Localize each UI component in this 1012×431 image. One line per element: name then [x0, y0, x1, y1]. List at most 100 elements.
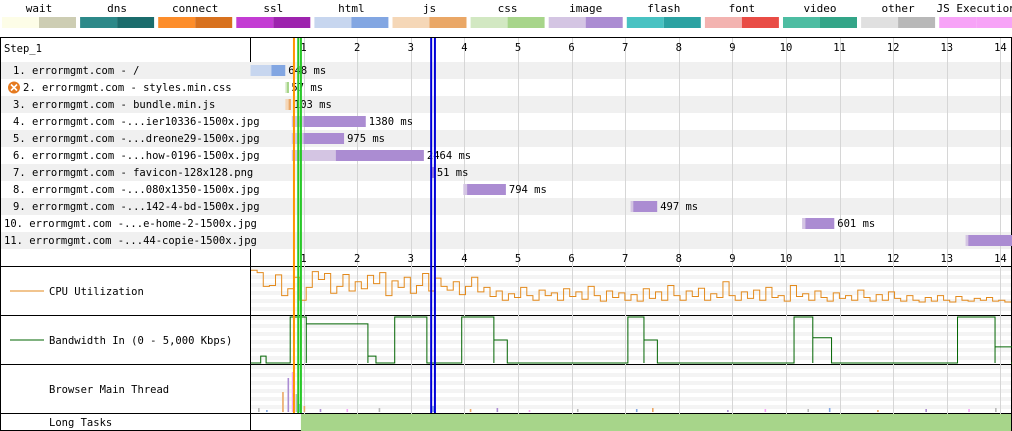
main-thread-label: Browser Main Thread [49, 384, 169, 396]
panel-stripe [251, 307, 1011, 311]
legend-label: image [569, 2, 602, 15]
time-tick-label: 4 [461, 42, 467, 54]
request-duration: 497 ms [660, 201, 698, 213]
request-bar-ttfb [285, 82, 287, 93]
request-row-bg [1, 130, 1011, 147]
panel-stripe [251, 275, 1011, 279]
time-tick-label: 12 [887, 253, 900, 265]
main-thread-spike [807, 409, 810, 412]
legend-label: flash [647, 2, 680, 15]
legend-swatch-light [80, 17, 118, 28]
panel-stripe [251, 291, 1011, 295]
request-bar-download [968, 235, 1012, 246]
main-thread-spike [266, 410, 268, 412]
legend-swatch-dark [273, 17, 311, 28]
time-tick-label: 13 [940, 253, 953, 265]
panel-stripe [251, 397, 1011, 401]
request-duration: 794 ms [509, 184, 547, 196]
main-thread-spike [652, 408, 654, 412]
request-bar-download [335, 150, 424, 161]
request-bar-ttfb [291, 150, 336, 161]
request-bar-download [271, 65, 286, 76]
time-tick-label: 7 [622, 253, 628, 265]
time-tick-label: 10 [780, 253, 793, 265]
main-thread-spike [968, 409, 970, 412]
request-label[interactable]: 2. errormgmt.com - styles.min.css [23, 82, 232, 94]
request-label[interactable]: 11. errormgmt.com -...44-copie-1500x.jpg [4, 235, 257, 247]
time-tick-label: 8 [676, 253, 682, 265]
time-tick-label: 5 [515, 253, 521, 265]
panel-stripe [251, 299, 1011, 303]
long-tasks-label: Long Tasks [49, 417, 112, 429]
request-row-bg [1, 198, 1011, 215]
request-bar-download [286, 82, 289, 93]
request-label[interactable]: 8. errormgmt.com -...080x1350-1500x.jpg [13, 184, 260, 196]
time-tick-label: 1 [300, 253, 306, 265]
request-label[interactable]: 7. errormgmt.com - favicon-128x128.png [13, 167, 253, 179]
long-tasks-graph [300, 414, 1011, 431]
request-duration: 1380 ms [369, 116, 413, 128]
legend-swatch-dark [976, 17, 1012, 28]
request-bar-download [467, 184, 506, 195]
legend-swatch-dark [585, 17, 623, 28]
time-tick-label: 9 [729, 253, 735, 265]
request-bar-download [432, 167, 435, 178]
bandwidth-label: Bandwidth In (0 - 5,000 Kbps) [49, 335, 232, 347]
time-tick-label: 7 [622, 42, 628, 54]
legend-swatch-light [626, 17, 664, 28]
bandwidth-graph [251, 316, 1012, 364]
legend-label: ssl [263, 2, 283, 15]
cpu-utilization-graph [251, 269, 1011, 303]
main-thread-spike [925, 409, 927, 412]
request-label[interactable]: 9. errormgmt.com -...142-4-bd-1500x.jpg [13, 201, 260, 213]
main-thread-spike [432, 406, 434, 412]
request-label[interactable]: 5. errormgmt.com -...dreone29-1500x.jpg [13, 133, 260, 145]
request-rows [1, 62, 1011, 409]
legend-swatch-light [704, 17, 742, 28]
time-axis-top: 1 2 3 4 5 6 7 8 9 10 11 12 13 14 [300, 42, 1006, 54]
panel-stripe [251, 267, 1011, 271]
cpu-label: CPU Utilization [49, 286, 144, 298]
request-duration: 103 ms [294, 99, 332, 111]
main-thread-spike [378, 408, 381, 412]
request-bar-ttfb [250, 65, 272, 76]
request-bar-ttfb [463, 184, 468, 195]
legend-label: video [803, 2, 836, 15]
panel-stripe [251, 348, 1011, 352]
main-thread-graph [258, 372, 997, 412]
legend-label: other [882, 2, 915, 15]
legend-swatch-light [939, 17, 977, 28]
main-thread-spike [877, 410, 879, 412]
request-bar-download [288, 99, 291, 110]
request-label[interactable]: 1. errormgmt.com - / [13, 65, 139, 77]
request-label[interactable]: 3. errormgmt.com - bundle.min.js [13, 99, 215, 111]
legend-swatch-dark [39, 17, 76, 28]
legend-label: js [423, 2, 436, 15]
legend-swatch-light [861, 17, 899, 28]
request-duration: 51 ms [437, 167, 469, 179]
request-bar-ttfb [630, 201, 634, 212]
time-tick-label: 2 [354, 253, 360, 265]
main-thread-spike [727, 410, 729, 412]
main-thread-spike [528, 410, 531, 412]
main-thread-spike [303, 406, 306, 412]
time-tick-label: 2 [354, 42, 360, 54]
time-tick-label: 5 [515, 42, 521, 54]
graph-labels: CPU Utilization Bandwidth In (0 - 5,000 … [10, 286, 232, 429]
request-label[interactable]: 4. errormgmt.com -...ier10336-1500x.jpg [13, 116, 260, 128]
time-tick-label: 12 [887, 42, 900, 54]
request-label[interactable]: 6. errormgmt.com -...how-0196-1500x.jpg [13, 150, 260, 162]
main-thread-spike [469, 409, 472, 412]
time-tick-label: 14 [994, 42, 1007, 54]
panel-stripe [251, 332, 1011, 336]
panel-stripe [251, 365, 1011, 369]
time-tick-label: 4 [461, 253, 467, 265]
panel-stripe [251, 405, 1011, 409]
request-label[interactable]: 10. errormgmt.com -...e-home-2-1500x.jpg [4, 218, 257, 230]
legend-swatch-dark [820, 17, 857, 28]
main-thread-spike [282, 392, 284, 412]
request-bar-download [303, 133, 345, 144]
request-bar-ttfb [802, 218, 806, 229]
request-row-bg [1, 113, 1011, 130]
legend-swatch-light [158, 17, 196, 28]
